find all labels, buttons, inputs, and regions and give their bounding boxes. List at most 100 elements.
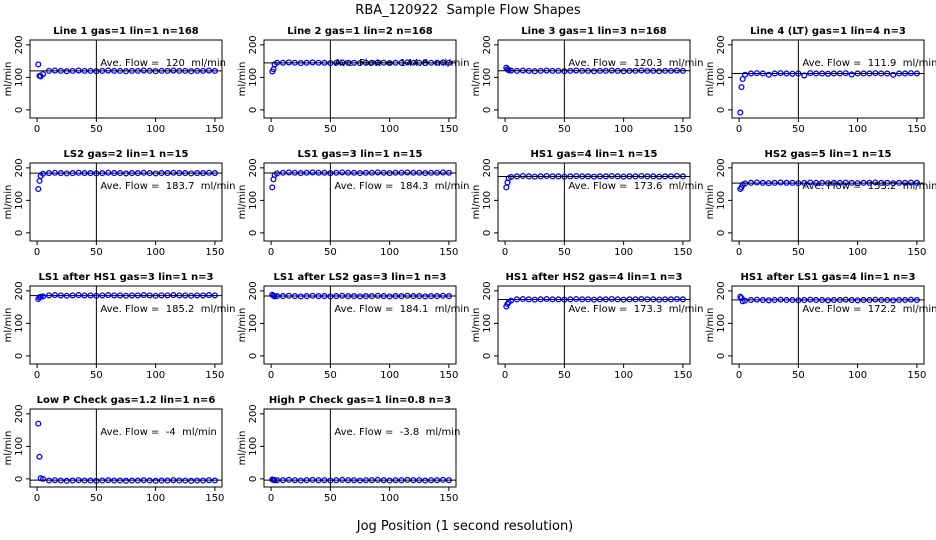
y-tick-label: 100 bbox=[248, 437, 259, 456]
data-point bbox=[737, 109, 744, 116]
plot-frame bbox=[29, 408, 223, 488]
x-tick-label: 150 bbox=[907, 247, 926, 258]
data-point bbox=[205, 292, 213, 299]
y-tick-label: 200 bbox=[14, 404, 25, 423]
y-axis-label: ml/min bbox=[3, 185, 14, 220]
data-point bbox=[842, 179, 849, 186]
y-tick-label: 100 bbox=[482, 68, 493, 87]
panel: Low P Check gas=1.2 lin=1 n=6 ml/min 0 50 10… bbox=[3, 395, 224, 504]
data-point bbox=[39, 293, 47, 300]
x-tick-label: 0 bbox=[268, 247, 274, 258]
panel-title: LS1 after LS2 gas=3 lin=1 n=3 bbox=[273, 272, 446, 283]
x-tick-label: 150 bbox=[439, 370, 458, 381]
y-tick-label: 100 bbox=[248, 68, 259, 87]
x-tick-label: 0 bbox=[736, 124, 742, 135]
y-tick-label: 200 bbox=[248, 158, 259, 177]
data-point bbox=[404, 169, 411, 176]
x-tick-label: 0 bbox=[268, 124, 274, 135]
panel: High P Check gas=1 lin=0.8 n=3 ml/min 0 50 1… bbox=[237, 395, 460, 504]
y-tick-label: 0 bbox=[716, 353, 727, 359]
y-tick-label: 0 bbox=[14, 353, 25, 359]
y-tick-label: 100 bbox=[716, 191, 727, 210]
y-tick-label: 200 bbox=[14, 281, 25, 300]
y-axis-label: ml/min bbox=[237, 431, 248, 466]
data-point bbox=[907, 179, 915, 186]
annotation: Ave. Flow = 172.2 ml/min bbox=[802, 304, 936, 315]
data-point bbox=[507, 173, 515, 181]
y-tick-label: 0 bbox=[716, 107, 727, 113]
x-tick-label: 150 bbox=[205, 247, 224, 258]
panel-title: HS1 after LS1 gas=4 lin=1 n=3 bbox=[740, 272, 915, 283]
x-tick-label: 0 bbox=[736, 370, 742, 381]
x-tick-label: 100 bbox=[146, 370, 165, 381]
x-tick-label: 50 bbox=[90, 370, 103, 381]
y-tick-label: 200 bbox=[14, 35, 25, 54]
x-tick-label: 50 bbox=[792, 124, 805, 135]
data-point bbox=[105, 292, 112, 299]
y-tick-label: 200 bbox=[248, 281, 259, 300]
plot-frame bbox=[263, 162, 457, 242]
y-axis-label: ml/min bbox=[237, 185, 248, 220]
data-point bbox=[35, 185, 42, 193]
x-tick-label: 100 bbox=[380, 493, 399, 504]
annotation: Ave. Flow = 153.2 ml/min bbox=[802, 181, 936, 192]
data-point bbox=[738, 84, 745, 91]
panel: LS2 gas=2 lin=1 n=15 ml/min 0 50 100 150 0 100 2… bbox=[3, 149, 236, 258]
y-tick-label: 200 bbox=[482, 35, 493, 54]
panel: LS1 after HS1 gas=3 lin=1 n=3 ml/min 0 50 10… bbox=[3, 272, 236, 381]
x-tick-label: 0 bbox=[34, 493, 40, 504]
data-point bbox=[848, 71, 855, 78]
x-tick-label: 0 bbox=[502, 370, 508, 381]
x-tick-label: 0 bbox=[268, 493, 274, 504]
data-point bbox=[122, 477, 130, 484]
x-tick-label: 150 bbox=[673, 370, 692, 381]
data-point bbox=[140, 292, 147, 299]
data-point bbox=[505, 67, 512, 74]
x-tick-label: 100 bbox=[614, 370, 633, 381]
y-tick-label: 0 bbox=[248, 353, 259, 359]
y-tick-label: 200 bbox=[482, 158, 493, 177]
x-tick-label: 100 bbox=[146, 247, 165, 258]
panel-title: Low P Check gas=1.2 lin=1 n=6 bbox=[37, 395, 216, 406]
y-tick-label: 0 bbox=[716, 230, 727, 236]
data-point bbox=[39, 170, 47, 177]
panel-title: Line 2 gas=1 lin=2 n=168 bbox=[287, 26, 433, 37]
y-tick-label: 0 bbox=[14, 230, 25, 236]
data-point bbox=[374, 169, 381, 176]
x-tick-label: 0 bbox=[736, 247, 742, 258]
y-tick-label: 100 bbox=[482, 314, 493, 333]
y-tick-label: 0 bbox=[248, 107, 259, 113]
data-point bbox=[519, 295, 526, 303]
data-point bbox=[339, 169, 346, 176]
x-tick-label: 150 bbox=[439, 124, 458, 135]
x-tick-label: 150 bbox=[205, 493, 224, 504]
data-point bbox=[741, 71, 749, 78]
x-tick-label: 150 bbox=[673, 124, 692, 135]
y-tick-label: 0 bbox=[14, 107, 25, 113]
x-tick-label: 50 bbox=[324, 247, 337, 258]
panel: Line 2 gas=1 lin=2 n=168 ml/min 0 50 100 150 0… bbox=[237, 26, 470, 135]
x-tick-label: 150 bbox=[205, 124, 224, 135]
figure-title: RBA_120922 Sample Flow Shapes bbox=[355, 3, 581, 18]
x-tick-label: 0 bbox=[502, 247, 508, 258]
data-point bbox=[39, 71, 47, 78]
panel-title: LS2 gas=2 lin=1 n=15 bbox=[64, 149, 189, 160]
panel-title: Line 3 gas=1 lin=3 n=168 bbox=[521, 26, 667, 37]
y-tick-label: 100 bbox=[14, 191, 25, 210]
panel: HS1 gas=4 lin=1 n=15 ml/min 0 50 100 150 0 100 2… bbox=[471, 149, 704, 258]
plot-frame bbox=[731, 162, 925, 242]
plot-frame bbox=[29, 162, 223, 242]
x-tick-label: 0 bbox=[34, 124, 40, 135]
y-tick-label: 0 bbox=[14, 476, 25, 482]
panel: HS2 gas=5 lin=1 n=15 ml/min 0 50 100 150 0 100 2… bbox=[705, 149, 936, 258]
annotation: Ave. Flow = 184.3 ml/min bbox=[334, 181, 469, 192]
x-tick-label: 50 bbox=[90, 124, 103, 135]
panel: Line 1 gas=1 lin=1 n=168 ml/min 0 50 100 150 0… bbox=[3, 26, 226, 135]
data-point bbox=[777, 179, 784, 186]
y-tick-label: 200 bbox=[716, 35, 727, 54]
plot-frame bbox=[731, 39, 925, 119]
x-tick-label: 50 bbox=[90, 493, 103, 504]
panel: HS1 after LS1 gas=4 lin=1 n=3 ml/min 0 50 10… bbox=[705, 272, 936, 381]
y-tick-label: 200 bbox=[248, 404, 259, 423]
